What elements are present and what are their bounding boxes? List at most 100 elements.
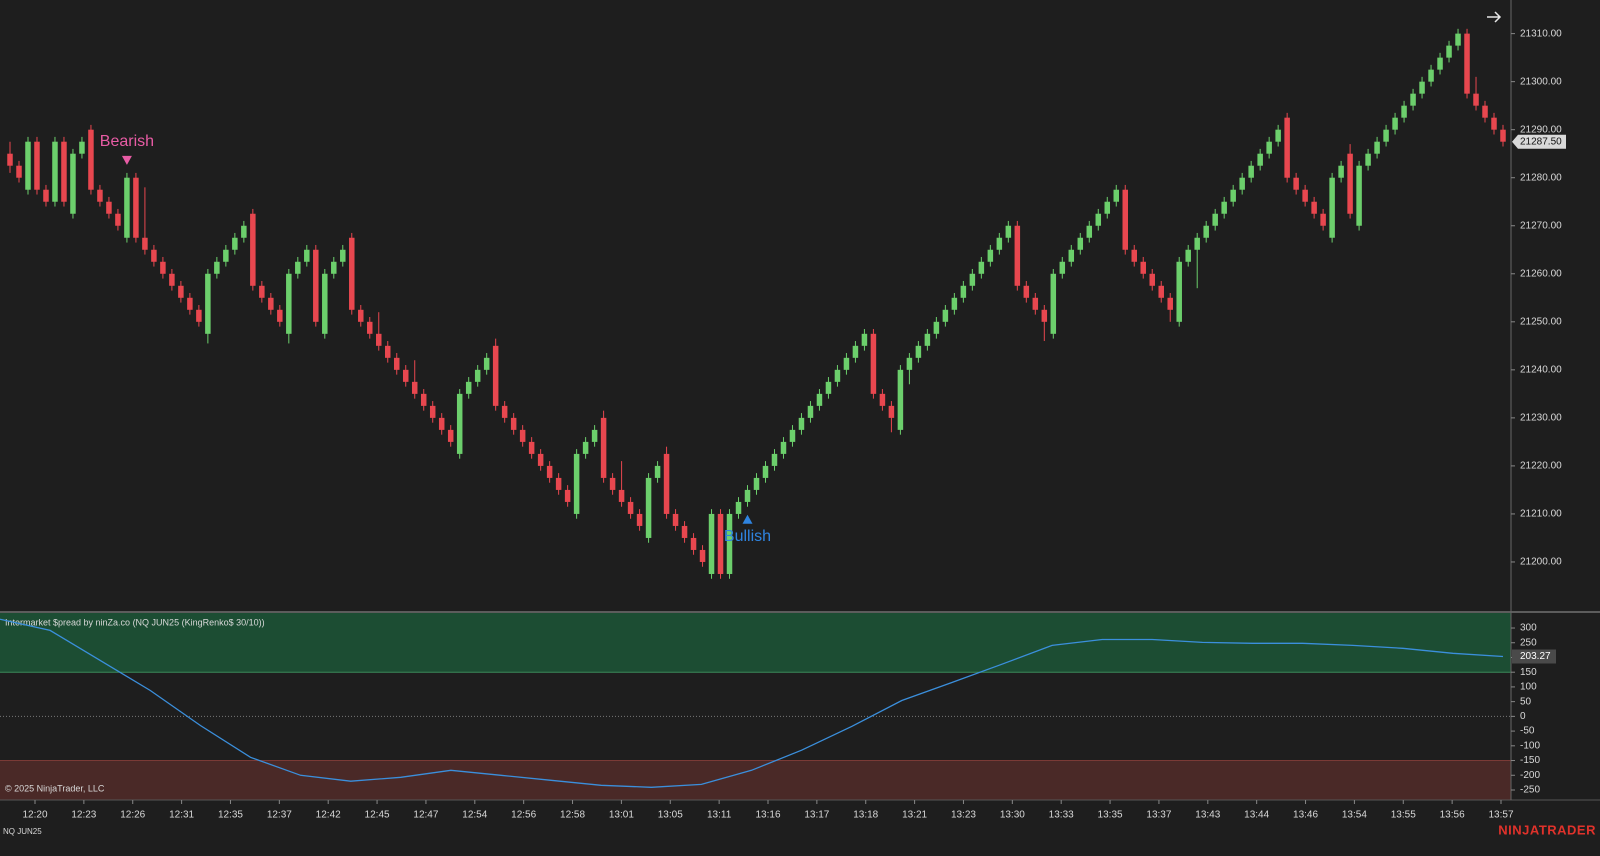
candle-body (906, 357, 913, 370)
candle-body (528, 441, 535, 454)
y-tick-label: 21280.00 (1520, 172, 1562, 183)
y-tick-label: 21270.00 (1520, 220, 1562, 231)
candle-body (843, 357, 850, 370)
candle-body (160, 261, 166, 274)
candle-body (1077, 237, 1084, 250)
candle-body (1446, 45, 1452, 58)
x-tick-label: 12:42 (316, 810, 341, 821)
candle-body (825, 381, 832, 394)
candle-body (474, 369, 481, 382)
candle-body (1149, 273, 1155, 286)
last-value-box (1512, 649, 1556, 664)
candle-body (510, 417, 517, 430)
instrument: NQ JUN25 (3, 827, 42, 836)
candle-body (151, 249, 157, 262)
last-price-label: 21287.50 (1520, 136, 1562, 147)
x-tick-label: 12:45 (365, 810, 390, 821)
candle-body (762, 465, 769, 478)
candle-body (807, 405, 814, 418)
candle-body (268, 297, 274, 310)
indicator-title: Intermarket $pread by ninZa.co (NQ JUN25… (5, 617, 265, 627)
candle-body (376, 333, 382, 346)
candle-body (322, 273, 328, 334)
upper-zone (0, 613, 1511, 673)
candle-body (1203, 225, 1209, 238)
candle-body (1221, 201, 1227, 214)
candle-body (1113, 189, 1120, 202)
candle-body (564, 489, 571, 502)
candle-body (1014, 225, 1021, 286)
candle-body (996, 237, 1003, 250)
x-tick-label: 13:05 (658, 810, 683, 821)
candle-body (780, 441, 787, 454)
candle-body (555, 477, 562, 490)
candle-body (699, 549, 706, 562)
candle-body (816, 393, 823, 406)
y-tick-label: 21260.00 (1520, 268, 1562, 279)
y-tick-label: 21230.00 (1520, 413, 1562, 424)
candle-body (951, 297, 958, 310)
candle-body (1383, 129, 1389, 142)
candle-body (1086, 225, 1093, 238)
candle-body (1401, 105, 1407, 118)
y-tick-label: 21310.00 (1520, 28, 1562, 39)
candle-body (106, 201, 112, 214)
candle-body (1230, 189, 1236, 202)
candle-body (582, 441, 589, 454)
x-tick-label: 12:35 (218, 810, 243, 821)
y-tick-label: -150 (1520, 755, 1540, 766)
candle-body (304, 249, 310, 262)
candle-body (645, 477, 652, 538)
candle-body (672, 513, 679, 526)
candle-body (483, 357, 490, 370)
candle-body (888, 405, 895, 418)
candle-body (438, 417, 445, 430)
candle-body (1500, 129, 1506, 142)
candle-body (1068, 249, 1075, 262)
candle-body (1059, 261, 1066, 274)
candle-body (708, 513, 715, 574)
candle-body (969, 273, 976, 286)
lower-zone (0, 760, 1511, 800)
candle-body (627, 501, 634, 514)
candle-body (367, 321, 373, 334)
x-tick-label: 13:56 (1440, 810, 1465, 821)
candle-body (1095, 213, 1102, 226)
candle-body (1257, 153, 1263, 166)
candle-body (1464, 33, 1470, 94)
candle-body (1329, 177, 1335, 238)
candle-body (25, 141, 31, 190)
candle-body (789, 429, 796, 442)
candle-body (1158, 285, 1164, 298)
candle-body (1284, 117, 1290, 178)
candle-body (1338, 165, 1344, 178)
scroll-arrow[interactable] (1487, 11, 1502, 23)
x-tick-label: 13:57 (1488, 810, 1513, 821)
y-tick-label: 21220.00 (1520, 461, 1562, 472)
candle-body (384, 345, 391, 358)
x-tick-label: 13:11 (707, 810, 732, 821)
candle-body (1194, 237, 1200, 250)
candle-body (1374, 141, 1380, 154)
candle-body (681, 525, 688, 538)
candle-body (115, 213, 121, 226)
candle-body (960, 285, 967, 298)
x-tick-label: 13:01 (609, 810, 634, 821)
y-tick-label: 21250.00 (1520, 316, 1562, 327)
candle-body (753, 477, 760, 490)
signal-marker (121, 155, 132, 165)
candle-body (1392, 117, 1398, 130)
y-tick-label: -50 (1520, 726, 1535, 737)
candle-body (1311, 201, 1317, 214)
candle-body (537, 453, 544, 466)
candle-body (861, 333, 868, 346)
candle-body (1248, 165, 1254, 178)
candle-body (663, 453, 670, 514)
candle-body (924, 333, 931, 346)
y-tick-label: -100 (1520, 740, 1540, 751)
candle-body (519, 429, 526, 442)
candle-body (915, 345, 922, 358)
x-tick-label: 12:23 (71, 810, 96, 821)
candle-body (573, 453, 580, 514)
candle-body (411, 381, 418, 394)
